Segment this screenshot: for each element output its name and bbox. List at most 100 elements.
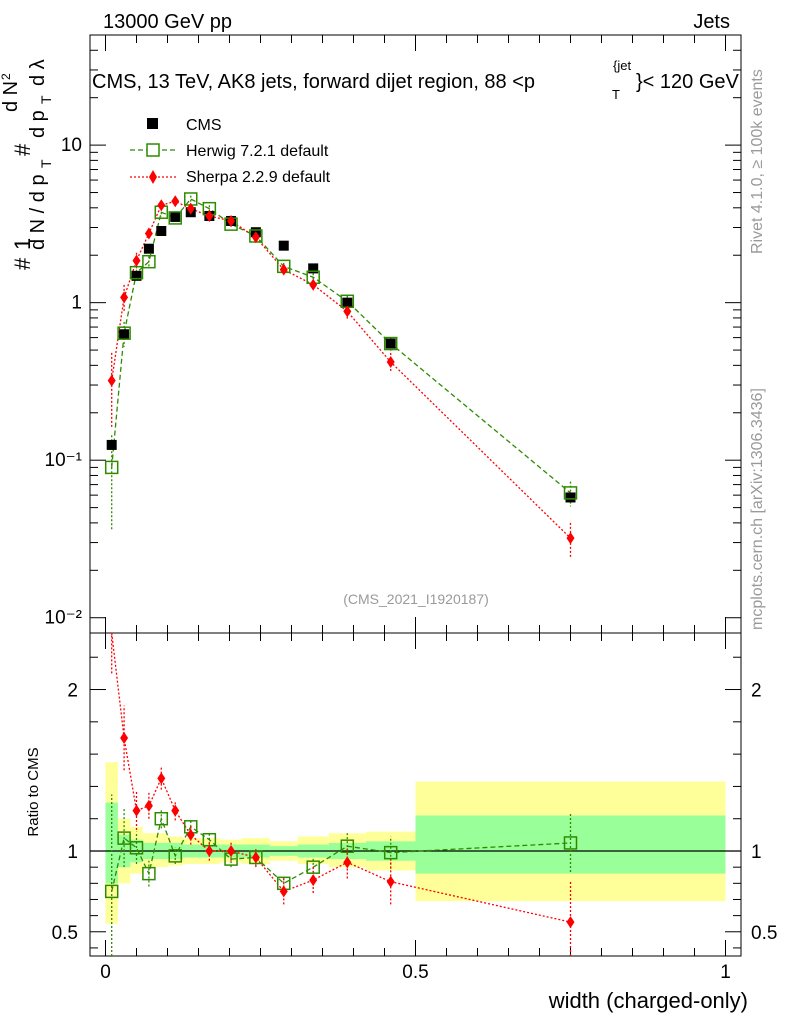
legend-cms-label: CMS: [186, 117, 222, 134]
ratio-ytick-label-right: 0.5: [751, 923, 777, 944]
sherpa-point: [120, 291, 129, 304]
sherpa-point: [279, 263, 288, 276]
cms-point: [131, 270, 142, 281]
ratio-sherpa-point: [132, 804, 141, 817]
rivet-label: Rivet 4.1.0, ≥ 100k events: [749, 69, 766, 254]
ratio-ytick-label: 0.5: [52, 923, 78, 944]
ratio-herwig-point: [168, 849, 182, 863]
ratio-sherpa-point: [251, 851, 260, 864]
ratio-sherpa-point: [309, 874, 318, 887]
ratio-series: [90, 632, 741, 956]
herwig-line: [111, 198, 571, 494]
cms-point: [143, 243, 154, 254]
sherpa-point: [386, 356, 395, 369]
ratio-sherpa-point: [144, 799, 153, 812]
ratio-herwig-point: [142, 866, 156, 881]
ratio-ytick-label: 1: [67, 842, 78, 863]
sherpa-point: [309, 278, 318, 291]
cms-point: [342, 297, 353, 308]
x-tick-label: 0: [100, 962, 111, 983]
ratio-sherpa-point: [120, 731, 129, 744]
cms-point: [385, 338, 396, 349]
sherpa-point: [171, 195, 180, 208]
legend-herwig-label: Herwig 7.2.1 default: [186, 143, 329, 160]
ratio-sherpa-point: [279, 885, 288, 898]
mcplots-label: mcplots.cern.ch [arXiv:1306.3436]: [749, 388, 766, 630]
ratio-sherpa-point: [157, 772, 166, 785]
ratio-herwig-point: [563, 836, 578, 850]
cms-point: [308, 263, 319, 274]
svg-text:}< 120 GeV: }< 120 GeV: [636, 71, 740, 93]
svg-text:#: #: [10, 143, 35, 156]
herwig-point: [563, 486, 578, 500]
ratio-sherpa-point: [343, 856, 352, 869]
herwig-point: [383, 336, 398, 351]
x-axis-label: width (charged-only): [548, 988, 748, 1013]
cms-point: [565, 492, 576, 503]
sherpa-point: [144, 227, 153, 240]
sherpa-point: [205, 209, 214, 222]
ratio-axis-ticks: 0.5 0.5 1 1 2 2 0 0.5 1: [52, 633, 777, 983]
cms-point: [119, 329, 130, 340]
legend-sherpa-marker: [149, 170, 157, 184]
legend-herwig-marker: [146, 143, 160, 157]
svg-text:1: 1: [10, 238, 35, 250]
cms-point: [278, 240, 289, 251]
cms-uncertainty-band-inner: [415, 815, 726, 874]
svg-text:d p: d p: [27, 110, 49, 138]
ratio-sherpa-point: [205, 845, 214, 858]
cms-point: [106, 439, 117, 450]
ratio-sherpa-point: [186, 828, 195, 841]
legend-sherpa-label: Sherpa 2.2.9 default: [186, 169, 331, 186]
main-ylabel: # 1 d N / d p T # d N 2 d p T d λ: [0, 59, 54, 270]
ratio-herwig-point: [129, 841, 144, 855]
svg-text:2: 2: [0, 73, 13, 80]
cms-point: [156, 225, 167, 236]
sherpa-point: [132, 254, 141, 267]
ratio-sherpa-point: [386, 875, 395, 888]
svg-text:d N / d p: d N / d p: [27, 174, 49, 250]
svg-text:T: T: [612, 87, 620, 102]
sherpa-point: [251, 231, 260, 244]
ratio-herwig-point: [117, 831, 131, 845]
plot-title: CMS, 13 TeV, AK8 jets, forward dijet reg…: [92, 58, 740, 102]
header-left: 13000 GeV pp: [103, 11, 232, 33]
ratio-sherpa-point: [171, 804, 180, 817]
analysis-watermark: (CMS_2021_I1920187): [343, 591, 489, 607]
cms-point: [170, 211, 181, 222]
x-tick-label: 0.5: [402, 962, 428, 983]
main-series: [104, 192, 578, 558]
herwig-point: [104, 460, 119, 475]
herwig-point: [142, 254, 156, 269]
ratio-herwig-point: [340, 839, 355, 853]
main-ytick-label: 10⁻¹: [45, 450, 83, 471]
ratio-ytick-label-right: 2: [751, 681, 762, 702]
svg-text:#: #: [10, 257, 35, 270]
svg-text:d N: d N: [0, 81, 22, 112]
header-right: Jets: [693, 11, 730, 33]
svg-text:T: T: [38, 95, 54, 104]
sherpa-point: [186, 202, 195, 215]
herwig-point: [168, 211, 182, 225]
sherpa-point: [107, 374, 116, 387]
ratio-herwig-point: [154, 811, 169, 826]
sherpa-point: [157, 199, 166, 212]
ratio-ytick-label: 2: [67, 681, 78, 702]
svg-text:{jet: {jet: [613, 58, 631, 73]
legend: CMS Herwig 7.2.1 default Sherpa 2.2.9 de…: [130, 117, 331, 186]
herwig-point: [129, 265, 144, 280]
main-ytick-label: 1: [71, 293, 82, 314]
svg-text:T: T: [38, 159, 54, 168]
sherpa-point: [227, 214, 236, 227]
sherpa-line: [111, 200, 571, 539]
ratio-herwig-point: [104, 884, 119, 899]
sherpa-point: [566, 532, 575, 545]
main-ytick-label: 10: [61, 135, 82, 156]
ratio-sherpa-point: [566, 916, 575, 929]
svg-text:CMS, 13 TeV, AK8 jets, forward: CMS, 13 TeV, AK8 jets, forward dijet reg…: [92, 71, 535, 93]
ratio-ylabel: Ratio to CMS: [25, 747, 42, 836]
main-ytick-label: 10⁻²: [45, 608, 83, 629]
ratio-herwig-point: [383, 845, 398, 860]
sherpa-point: [343, 305, 352, 318]
